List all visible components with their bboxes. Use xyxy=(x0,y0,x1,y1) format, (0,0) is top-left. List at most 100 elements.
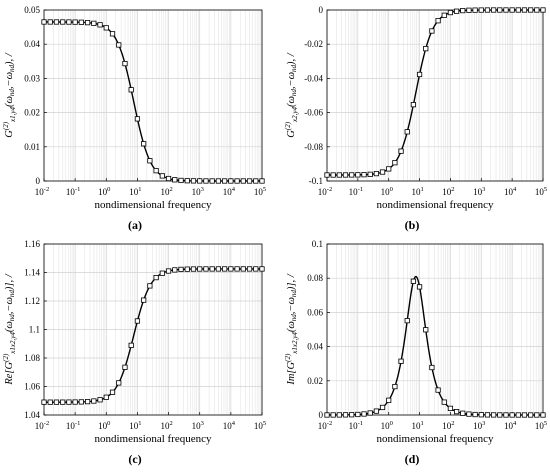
x-tick-label: 102 xyxy=(442,420,454,431)
data-point xyxy=(66,19,72,25)
data-point xyxy=(528,7,534,13)
data-point xyxy=(190,266,197,272)
x-tick-label: 104 xyxy=(504,186,517,197)
data-point xyxy=(184,178,190,184)
x-axis-label: nondimensional frequency xyxy=(95,199,212,211)
data-point xyxy=(460,7,466,14)
data-point xyxy=(355,172,361,178)
data-point xyxy=(41,399,47,405)
chart-panel-a: 10-2 10-1 100 101 102 103 104 105 0 0.01 0.02 0.03 0… xyxy=(2,5,266,211)
data-point xyxy=(509,7,515,13)
data-point xyxy=(234,266,240,272)
x-tick-label: 105 xyxy=(254,186,266,197)
data-point xyxy=(116,42,122,48)
data-point xyxy=(336,172,342,178)
y-axis-label: G(2)x2,y4(ωnd,−ωnd), / xyxy=(284,52,299,138)
data-point xyxy=(497,412,503,418)
x-tick-label: 102 xyxy=(160,186,172,197)
data-point xyxy=(361,172,367,178)
data-point xyxy=(91,398,97,404)
x-tick-label: 100 xyxy=(381,186,393,197)
data-point xyxy=(159,173,165,179)
y-tick-label: -0.04 xyxy=(304,73,323,83)
data-point xyxy=(349,172,355,178)
data-point xyxy=(330,412,336,418)
data-point xyxy=(386,397,392,403)
data-point xyxy=(367,171,373,177)
data-point xyxy=(47,19,53,25)
data-point xyxy=(435,18,441,24)
data-point xyxy=(367,410,373,416)
data-point xyxy=(60,19,66,25)
x-tick-label: 102 xyxy=(442,186,454,197)
x-tick-label: 10-2 xyxy=(318,420,332,431)
x-tick-label: 10-2 xyxy=(35,420,49,431)
x-tick-label: 10-1 xyxy=(349,186,363,197)
y-tick-label: 0 xyxy=(319,5,324,15)
data-point xyxy=(85,20,91,26)
data-point xyxy=(197,266,203,272)
x-tick-label: 104 xyxy=(223,186,236,197)
data-point xyxy=(228,178,234,184)
y-axis-label: Re[G(2)x1x2,y4(ωnd,−ωnd)], / xyxy=(2,273,17,385)
data-point xyxy=(253,266,259,272)
data-point xyxy=(379,404,386,411)
data-point xyxy=(184,266,190,272)
y-tick-label: 0.02 xyxy=(307,376,323,386)
y-tick-label: 1.14 xyxy=(24,268,40,278)
data-point xyxy=(410,278,417,284)
data-point xyxy=(410,102,417,108)
data-point xyxy=(109,389,116,395)
chart-panel-d: 10-2 10-1 100 101 102 103 104 105 0 0.02 0.04 0.06 0… xyxy=(284,239,547,445)
x-tick-label: 100 xyxy=(381,420,393,431)
data-point xyxy=(330,172,336,178)
data-point xyxy=(172,177,178,183)
data-point xyxy=(47,399,53,405)
y-tick-label: 1.12 xyxy=(24,296,40,306)
data-point xyxy=(165,268,172,274)
data-point xyxy=(172,267,178,273)
data-point xyxy=(491,7,497,13)
data-point xyxy=(484,412,491,418)
data-point xyxy=(423,46,429,52)
data-point xyxy=(392,160,398,166)
data-point xyxy=(165,175,172,182)
x-tick-label: 101 xyxy=(411,420,423,431)
data-point xyxy=(246,266,253,272)
y-tick-label: 0.06 xyxy=(307,307,323,317)
data-point xyxy=(484,7,491,13)
data-point xyxy=(259,178,265,184)
data-point xyxy=(122,60,128,67)
data-point xyxy=(209,266,215,272)
data-point xyxy=(478,412,484,418)
x-tick-label: 105 xyxy=(535,420,547,431)
y-axis-label: G(2)x1,y4(ωnd,−ωnd), / xyxy=(2,52,17,138)
data-point xyxy=(398,148,404,154)
y-tick-label: 0.01 xyxy=(24,142,40,152)
data-point xyxy=(215,266,221,272)
data-point xyxy=(540,412,546,418)
data-point xyxy=(178,266,184,273)
data-point xyxy=(324,412,330,418)
data-point xyxy=(435,387,441,393)
panel-label-b: (b) xyxy=(404,218,420,232)
data-point xyxy=(153,274,159,281)
data-point xyxy=(521,7,528,13)
data-point xyxy=(134,116,141,122)
data-point xyxy=(53,399,60,405)
chart-panel-c: 10-2 10-1 100 101 102 103 104 105 1.04 1.06 1.08 1.… xyxy=(2,239,266,445)
data-point xyxy=(234,178,240,184)
data-point xyxy=(491,412,497,418)
data-point xyxy=(404,318,410,324)
data-point xyxy=(240,178,246,184)
data-point xyxy=(222,178,228,184)
data-point xyxy=(497,7,503,13)
data-point xyxy=(515,412,521,418)
data-point xyxy=(41,19,47,25)
chart-panel-b: 10-2 10-1 100 101 102 103 104 105 -0.1 -0.08 -0.06… xyxy=(284,5,547,211)
y-tick-label: -0.06 xyxy=(304,108,323,118)
data-point xyxy=(404,129,410,135)
x-tick-label: 103 xyxy=(192,186,204,197)
y-tick-label: -0.1 xyxy=(309,176,323,186)
data-point xyxy=(103,394,109,400)
